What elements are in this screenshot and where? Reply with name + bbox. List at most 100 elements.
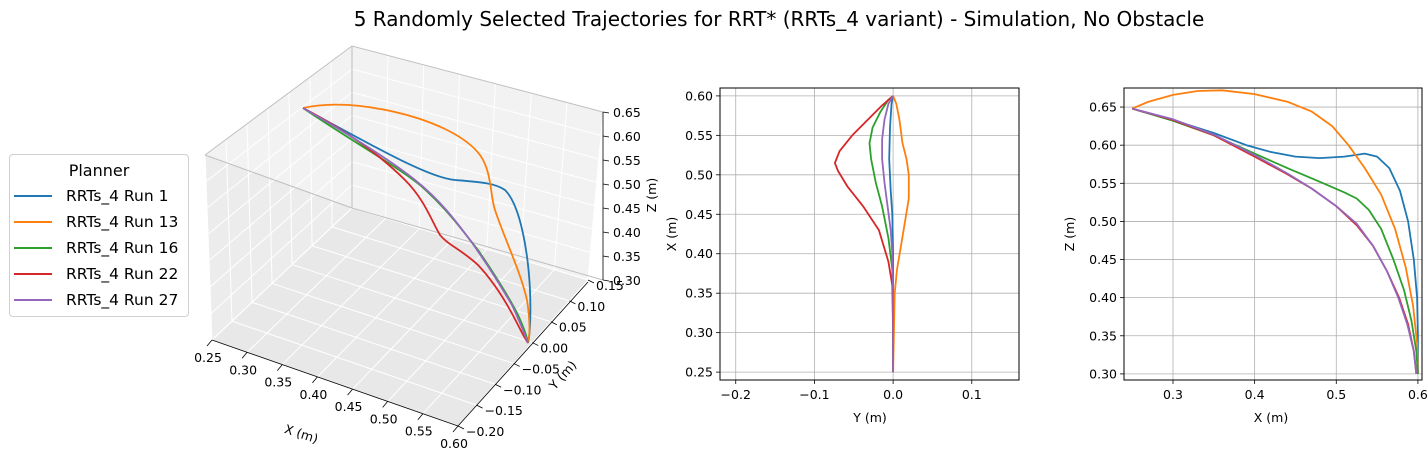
grid-3d-line [553,102,568,270]
grid-3d-line [225,139,233,322]
series-top [834,95,910,373]
grid-3d-line [267,108,273,284]
tick-3d [206,339,213,347]
y-axis-label-top: X (m) [664,217,679,251]
plot-top-view: −0.2 −0.1 0.0 0.1 0.25 0.30 0.35 0.40 0.45 0.50 0.… [664,87,1020,425]
tick-3d [602,159,610,162]
trajectories-3d [302,103,532,344]
grid-3d-line [210,184,353,314]
grid-3d-line [351,91,604,161]
series-side [1131,89,1419,374]
top-ytick-label: 0.50 [685,167,713,182]
pane-edges [204,45,604,281]
x-tick-label-3d: 0.55 [405,424,433,439]
grid-3d-line [246,123,253,303]
y-tick-label-3d: −0.05 [522,361,560,376]
top-xtick-label: −0.1 [799,387,829,402]
side-ytick-label: 0.45 [1089,252,1117,267]
tick-3d [241,352,248,359]
grid-3d-line [205,68,353,182]
top-series-line [892,95,910,373]
grid-3d-line [351,68,604,137]
legend-label: RRTs_4 Run 1 [66,187,169,205]
tick-3d [494,383,502,388]
traj3d-run-13 [302,103,531,344]
tick-3d [602,279,610,282]
legend-item-run-22: RRTs_4 Run 22 [10,261,188,287]
top-ytick-label: 0.30 [685,325,713,340]
grid-3d-line [385,55,389,219]
legend: Planner RRTs_4 Run 1 RRTs_4 Run 13 RRTs_… [9,154,189,317]
plot-area-side [1124,88,1422,380]
y-tick-label-3d: 0.00 [540,341,568,356]
z-axis-label-3d: Z (m) [644,178,659,212]
z-tick-label-3d: 0.40 [613,225,641,240]
grid-3d-line [206,91,353,209]
top-xtick-label: 0.1 [962,387,982,402]
side-xtick-label: 0.3 [1163,387,1183,402]
top-series-line [834,95,894,373]
side-ytick-label: 0.30 [1089,366,1117,381]
side-ytick-label: 0.35 [1089,328,1117,343]
legend-label: RRTs_4 Run 27 [66,291,179,309]
grid-3d-line [291,264,533,344]
x-axis-label-3d: X (m) [283,421,320,446]
z-tick-label-3d: 0.35 [613,249,641,264]
traj3d-run-27 [302,107,529,344]
grid-3d-line [207,115,353,235]
tick-3d [602,111,610,114]
top-xtick-label: 0.0 [883,387,903,402]
x-axis-line [211,339,459,427]
legend-item-run-27: RRTs_4 Run 27 [10,287,188,313]
top-ytick-label: 0.60 [685,88,713,103]
grid-3d-line [281,228,420,365]
grid-3d-line [271,282,514,364]
plot-3d-trajectories: 0.250.300.350.400.450.500.550.60−0.20−0.… [194,45,659,451]
z-tick-label-3d: 0.45 [613,201,641,216]
x-tick-label-3d: 0.45 [335,399,363,414]
side-series-line [1131,107,1419,374]
grid-3d-line [351,207,589,281]
grid-3d-line [317,238,454,378]
tick-3d [602,231,610,234]
frame-side [1123,87,1423,381]
grid-3d-line [352,248,488,390]
pane-left [205,155,352,340]
y-tick-label-3d: −0.10 [503,382,541,397]
legend-label: RRTs_4 Run 22 [66,265,179,283]
z-tick-label-3d: 0.50 [613,177,641,192]
legend-swatch [14,273,52,275]
tick-3d [312,376,318,384]
side-series-line [1131,107,1418,374]
z-tick-label-3d: 0.65 [613,105,641,120]
legend-item-run-16: RRTs_4 Run 16 [10,235,188,261]
grid-3d-line [211,207,353,341]
side-ytick-label: 0.55 [1089,176,1117,191]
side-xtick-label: 0.6 [1408,387,1428,402]
grid-3d-line [309,77,313,246]
grid-3d-line [351,114,604,185]
y-tick-label-3d: 0.10 [577,299,605,314]
side-xtick-label: 0.4 [1245,387,1265,402]
grid-3d-line [351,138,604,209]
grid-3d-line [330,61,333,227]
x-tick-label-3d: 0.35 [264,375,292,390]
side-ytick-label: 0.65 [1089,100,1117,115]
pane-floor [212,208,588,426]
grid-3d-line [418,64,425,229]
grid-3d-line [422,269,555,415]
grid-3d-line [208,138,353,262]
tick-3d [382,401,389,408]
tick-3d [457,425,465,430]
top-ytick-label: 0.25 [685,365,713,380]
top-ytick-label: 0.55 [685,128,713,143]
grid-3d-line [486,83,496,250]
legend-swatch [14,299,52,301]
grid-3d-line [204,154,213,341]
legend-swatch [14,247,52,249]
x-tick-label-3d: 0.30 [229,362,257,377]
tick-3d [602,135,610,138]
x-tick-label-3d: 0.25 [194,350,222,365]
tick-3d [569,300,576,305]
grid-3d-line [452,74,461,239]
